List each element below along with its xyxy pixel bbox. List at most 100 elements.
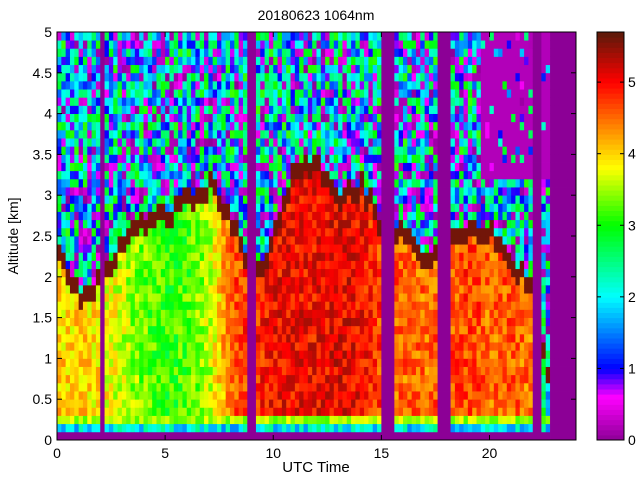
heatmap-cell — [294, 407, 300, 416]
heatmap-cell — [433, 236, 438, 245]
heatmap-cell — [121, 170, 127, 180]
heatmap-cell — [355, 415, 361, 425]
heatmap-cell — [446, 358, 451, 367]
heatmap-cell — [377, 268, 382, 278]
heatmap-cell — [307, 276, 313, 286]
heatmap-cell — [420, 293, 426, 302]
heatmap-cell — [173, 260, 179, 270]
heatmap-cell — [234, 236, 240, 245]
heatmap-cell — [230, 309, 235, 318]
heatmap-cell — [364, 407, 369, 416]
heatmap-cell — [273, 121, 278, 131]
heatmap-cell — [390, 325, 395, 335]
heatmap-cell — [338, 325, 343, 335]
heatmap-cell — [364, 32, 369, 41]
heatmap-cell — [294, 203, 300, 212]
heatmap-cell — [364, 129, 369, 139]
heatmap-cell — [320, 252, 326, 261]
heatmap-cell — [299, 138, 304, 147]
heatmap-cell — [407, 350, 413, 359]
heatmap-cell — [467, 219, 473, 229]
heatmap-cell — [359, 317, 365, 327]
heatmap-cell — [398, 374, 404, 384]
heatmap-cell — [403, 219, 408, 229]
heatmap-cell — [299, 358, 304, 367]
heatmap-cell — [437, 309, 443, 318]
heatmap-cell — [281, 317, 287, 327]
heatmap-cell — [69, 48, 75, 57]
heatmap-cell — [273, 358, 278, 367]
heatmap-cell — [333, 374, 339, 384]
heatmap-cell — [307, 72, 313, 82]
heatmap-cell — [255, 162, 261, 172]
heatmap-cell — [160, 195, 166, 204]
heatmap-cell — [221, 301, 227, 310]
heatmap-cell — [355, 211, 361, 221]
heatmap-cell — [169, 374, 175, 384]
heatmap-cell — [234, 170, 240, 180]
heatmap-cell — [325, 366, 330, 376]
heatmap-cell — [342, 399, 348, 408]
heatmap-cell — [312, 276, 317, 286]
heatmap-cell — [225, 268, 231, 278]
heatmap-cell — [108, 162, 114, 172]
heatmap-cell — [407, 105, 413, 114]
heatmap-cell — [160, 391, 166, 400]
heatmap-cell — [286, 317, 291, 327]
heatmap-cell — [212, 342, 218, 351]
heatmap-cell — [359, 48, 365, 57]
heatmap-cell — [195, 382, 201, 392]
heatmap-cell — [480, 138, 486, 147]
heatmap-cell — [407, 121, 413, 131]
heatmap-cell — [100, 80, 105, 90]
heatmap-cell — [441, 187, 447, 196]
heatmap-cell — [485, 138, 490, 147]
heatmap-cell — [459, 236, 464, 245]
heatmap-cell — [415, 268, 421, 278]
heatmap-cell — [264, 382, 270, 392]
heatmap-cell — [195, 138, 201, 147]
heatmap-cell — [126, 325, 131, 335]
heatmap-cell — [390, 268, 395, 278]
heatmap-cell — [152, 146, 157, 155]
heatmap-cell — [130, 350, 136, 359]
heatmap-cell — [57, 129, 62, 139]
heatmap-cell — [407, 276, 413, 286]
heatmap-cell — [437, 56, 443, 66]
heatmap-cell — [91, 358, 97, 367]
heatmap-cell — [454, 260, 460, 270]
heatmap-cell — [208, 423, 214, 433]
heatmap-cell — [437, 48, 443, 57]
heatmap-cell — [191, 113, 196, 123]
heatmap-cell — [152, 244, 157, 253]
heatmap-cell — [459, 56, 464, 66]
heatmap-cell — [424, 80, 430, 90]
heatmap-cell — [208, 366, 214, 376]
heatmap-cell — [454, 162, 460, 172]
heatmap-cell — [476, 56, 482, 66]
heatmap-cell — [403, 227, 408, 237]
heatmap-cell — [191, 293, 196, 302]
heatmap-cell — [346, 129, 352, 139]
heatmap-cell — [182, 170, 188, 180]
heatmap-cell — [415, 407, 421, 416]
heatmap-cell — [368, 415, 374, 425]
heatmap-cell — [126, 382, 131, 392]
heatmap-cell — [480, 407, 486, 416]
heatmap-cell — [113, 32, 118, 41]
heatmap-cell — [454, 146, 460, 155]
heatmap-cell — [273, 284, 278, 294]
heatmap-cell — [221, 325, 227, 335]
heatmap-cell — [225, 236, 231, 245]
heatmap-cell — [117, 333, 123, 343]
heatmap-cell — [178, 203, 183, 212]
heatmap-cell — [415, 195, 421, 204]
heatmap-cell — [454, 236, 460, 245]
heatmap-cell — [312, 382, 317, 392]
heatmap-cell — [230, 260, 235, 270]
heatmap-cell — [130, 129, 136, 139]
heatmap-cell — [316, 342, 322, 351]
heatmap-cell — [186, 178, 192, 188]
heatmap-cell — [139, 260, 144, 270]
heatmap-cell — [364, 366, 369, 376]
